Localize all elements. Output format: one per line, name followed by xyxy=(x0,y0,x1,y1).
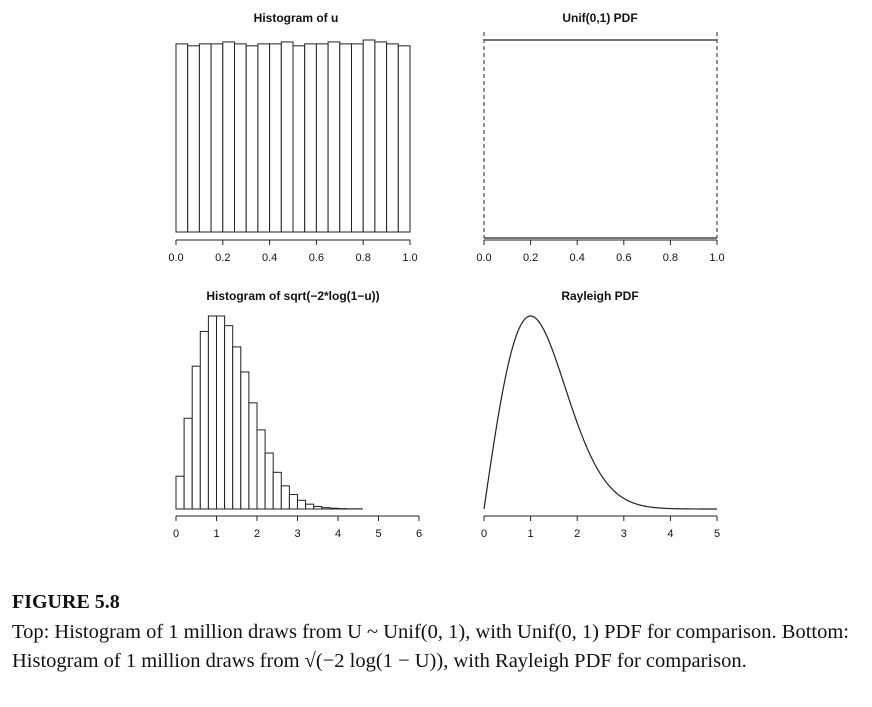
x-tick-label: 0.8 xyxy=(663,252,678,264)
histogram-bar xyxy=(240,371,250,510)
histogram-bar xyxy=(321,507,331,510)
histogram-bar xyxy=(210,43,224,233)
histogram-bar xyxy=(175,475,185,510)
histogram-bar xyxy=(222,41,236,233)
histogram-bar xyxy=(264,452,274,510)
histogram-bar xyxy=(191,365,201,510)
histogram-bar xyxy=(232,346,242,510)
histogram-bar xyxy=(351,43,364,233)
x-tick-label: 4 xyxy=(667,528,673,540)
histogram-bar xyxy=(280,41,294,233)
histogram-bar xyxy=(257,43,271,233)
histogram-bar xyxy=(234,43,247,233)
x-tick-label: 2 xyxy=(254,528,260,540)
x-tick-label: 0.0 xyxy=(476,252,491,264)
x-tick-label: 0.8 xyxy=(356,252,371,264)
x-tick-label: 1 xyxy=(528,528,534,540)
histogram-bar xyxy=(280,485,290,510)
histogram-bar xyxy=(199,330,209,510)
panel-title: Histogram of u xyxy=(254,11,339,25)
rayleigh-pdf-curve xyxy=(483,315,717,510)
x-tick-label: 0 xyxy=(173,528,179,540)
histogram-bar xyxy=(397,45,411,233)
panel-title: Rayleigh PDF xyxy=(561,289,638,303)
histogram-bar xyxy=(288,494,298,510)
histogram-bar xyxy=(327,41,341,233)
histogram-bar xyxy=(216,315,226,510)
x-tick-label: 5 xyxy=(714,528,720,540)
x-tick-label: 1.0 xyxy=(709,252,724,264)
histogram-bar xyxy=(187,45,200,233)
x-tick-label: 0.2 xyxy=(215,252,230,264)
figure-caption: FIGURE 5.8 Top: Histogram of 1 million d… xyxy=(12,588,862,676)
histogram-bar xyxy=(374,41,388,233)
histogram-bar xyxy=(245,45,259,233)
x-tick-label: 0.6 xyxy=(309,252,324,264)
histogram-bar xyxy=(304,43,317,233)
histogram-bar xyxy=(315,43,329,233)
histogram-bar xyxy=(297,499,307,510)
histogram-bar xyxy=(207,315,217,510)
histogram-bar xyxy=(339,43,352,233)
histogram-bar xyxy=(224,325,234,510)
histogram-u-panel: Histogram of u 0.0 0.2 0.4 0.6 0.8 1.0 xyxy=(168,11,417,264)
caption-text: Top: Histogram of 1 million draws from U… xyxy=(12,621,849,672)
histogram-bar xyxy=(362,39,376,233)
figure-label: FIGURE 5.8 xyxy=(12,591,120,613)
x-tick-label: 3 xyxy=(294,528,300,540)
rayleigh-pdf-panel: Rayleigh PDF 0 1 2 3 4 5 xyxy=(481,289,720,540)
histogram-bar xyxy=(313,505,323,510)
histogram-bar xyxy=(386,43,399,233)
histogram-bar xyxy=(256,429,266,510)
histogram-bar xyxy=(248,402,258,510)
x-tick-label: 3 xyxy=(621,528,627,540)
x-tick-label: 4 xyxy=(335,528,341,540)
histogram-bar xyxy=(183,417,193,510)
figure-panel: Histogram of u 0.0 0.2 0.4 0.6 0.8 1.0 Unif(0… xyxy=(168,11,724,540)
x-tick-label: 0.6 xyxy=(616,252,631,264)
unif-pdf-panel: Unif(0,1) PDF 0.0 0.2 0.4 0.6 0.8 1.0 xyxy=(476,11,724,264)
histogram-bar xyxy=(175,43,189,233)
x-tick-label: 5 xyxy=(375,528,381,540)
histogram-bar xyxy=(292,45,306,233)
histogram-transform-panel: Histogram of sqrt(−2*log(1−u)) 0 1 2 3 4 5 6 xyxy=(173,289,422,540)
panel-title: Histogram of sqrt(−2*log(1−u)) xyxy=(206,289,379,303)
x-tick-label: 2 xyxy=(574,528,580,540)
x-tick-label: 1.0 xyxy=(402,252,417,264)
x-tick-label: 0.4 xyxy=(570,252,585,264)
histogram-bar xyxy=(272,471,282,510)
x-tick-label: 0.0 xyxy=(168,252,183,264)
x-tick-label: 1 xyxy=(213,528,219,540)
x-tick-label: 0.2 xyxy=(523,252,538,264)
histogram-bar xyxy=(329,507,339,510)
histogram-bar xyxy=(305,503,315,510)
x-tick-label: 0 xyxy=(481,528,487,540)
histogram-bar xyxy=(269,43,282,233)
x-tick-label: 0.4 xyxy=(262,252,277,264)
panel-title: Unif(0,1) PDF xyxy=(562,11,637,25)
histogram-bar xyxy=(198,43,212,233)
x-tick-label: 6 xyxy=(416,528,422,540)
